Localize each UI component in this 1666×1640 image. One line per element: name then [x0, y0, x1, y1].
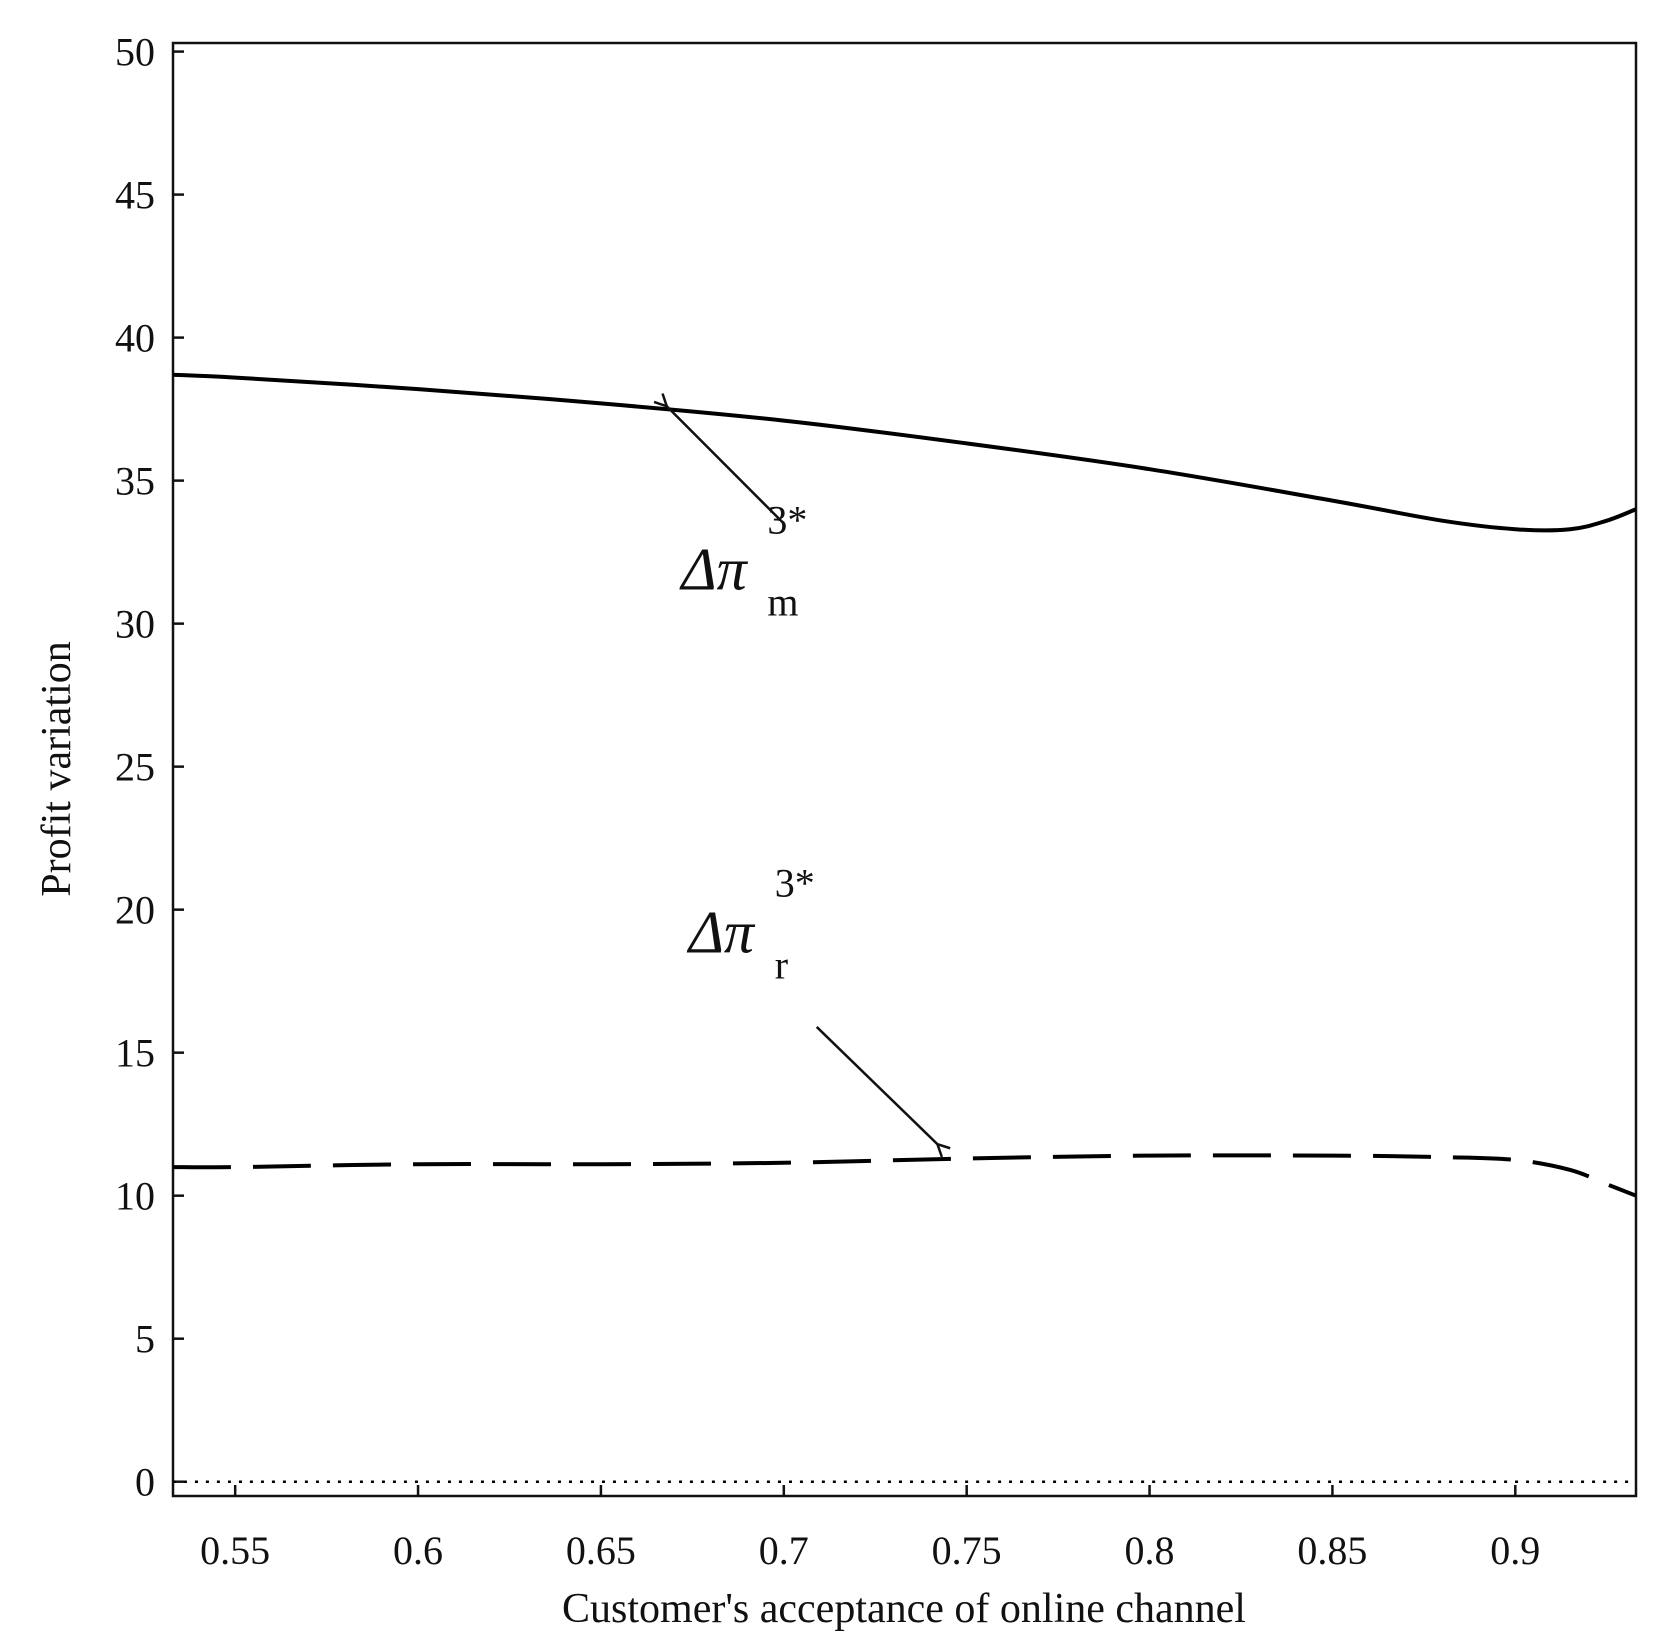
x-tick-label: 0.75	[932, 1528, 1002, 1573]
y-tick-label: 50	[115, 30, 155, 75]
chart-annotations: Δπ 3* m Δπ 3* r	[667, 406, 938, 1144]
annotation-arrow	[667, 406, 785, 525]
x-tick-label: 0.9	[1490, 1528, 1540, 1573]
annotation-subscript: m	[767, 579, 798, 624]
annotation-subscript: r	[775, 943, 788, 988]
annotation-superscript: 3*	[767, 497, 807, 542]
y-tick-label: 35	[115, 459, 155, 504]
x-tick-label: 0.55	[200, 1528, 270, 1573]
y-tick-label: 5	[135, 1317, 155, 1362]
y-axis-title: Profit variation	[34, 641, 80, 896]
x-tick-label: 0.6	[393, 1528, 443, 1573]
series-line-dashed	[172, 1153, 1637, 1198]
chart-series	[172, 372, 1637, 1483]
x-tick-label: 0.7	[759, 1528, 809, 1573]
y-tick-label: 0	[135, 1460, 155, 1505]
annotation-label: Δπ	[679, 536, 748, 602]
y-tick-label: 45	[115, 173, 155, 218]
y-tick-label: 25	[115, 745, 155, 790]
axis-ticks: 0.55 0.6 0.65 0.7 0.75 0.8 0.85 0.9 0 5 10 15 20 25 30…	[115, 30, 1540, 1573]
x-tick-label: 0.8	[1125, 1528, 1175, 1573]
x-tick-label: 0.85	[1297, 1528, 1367, 1573]
series-line-solid	[172, 372, 1637, 533]
y-tick-label: 10	[115, 1174, 155, 1219]
annotation-arrow	[815, 1026, 938, 1144]
plot-area-frame	[171, 41, 1638, 1498]
annotation-superscript: 3*	[775, 861, 815, 906]
x-tick-label: 0.65	[566, 1528, 636, 1573]
x-axis-title: Customer's acceptance of online channel	[562, 1586, 1246, 1632]
y-tick-label: 20	[115, 888, 155, 933]
y-tick-label: 40	[115, 316, 155, 361]
annotation-label: Δπ	[687, 900, 756, 966]
y-tick-label: 15	[115, 1031, 155, 1076]
y-tick-label: 30	[115, 602, 155, 647]
